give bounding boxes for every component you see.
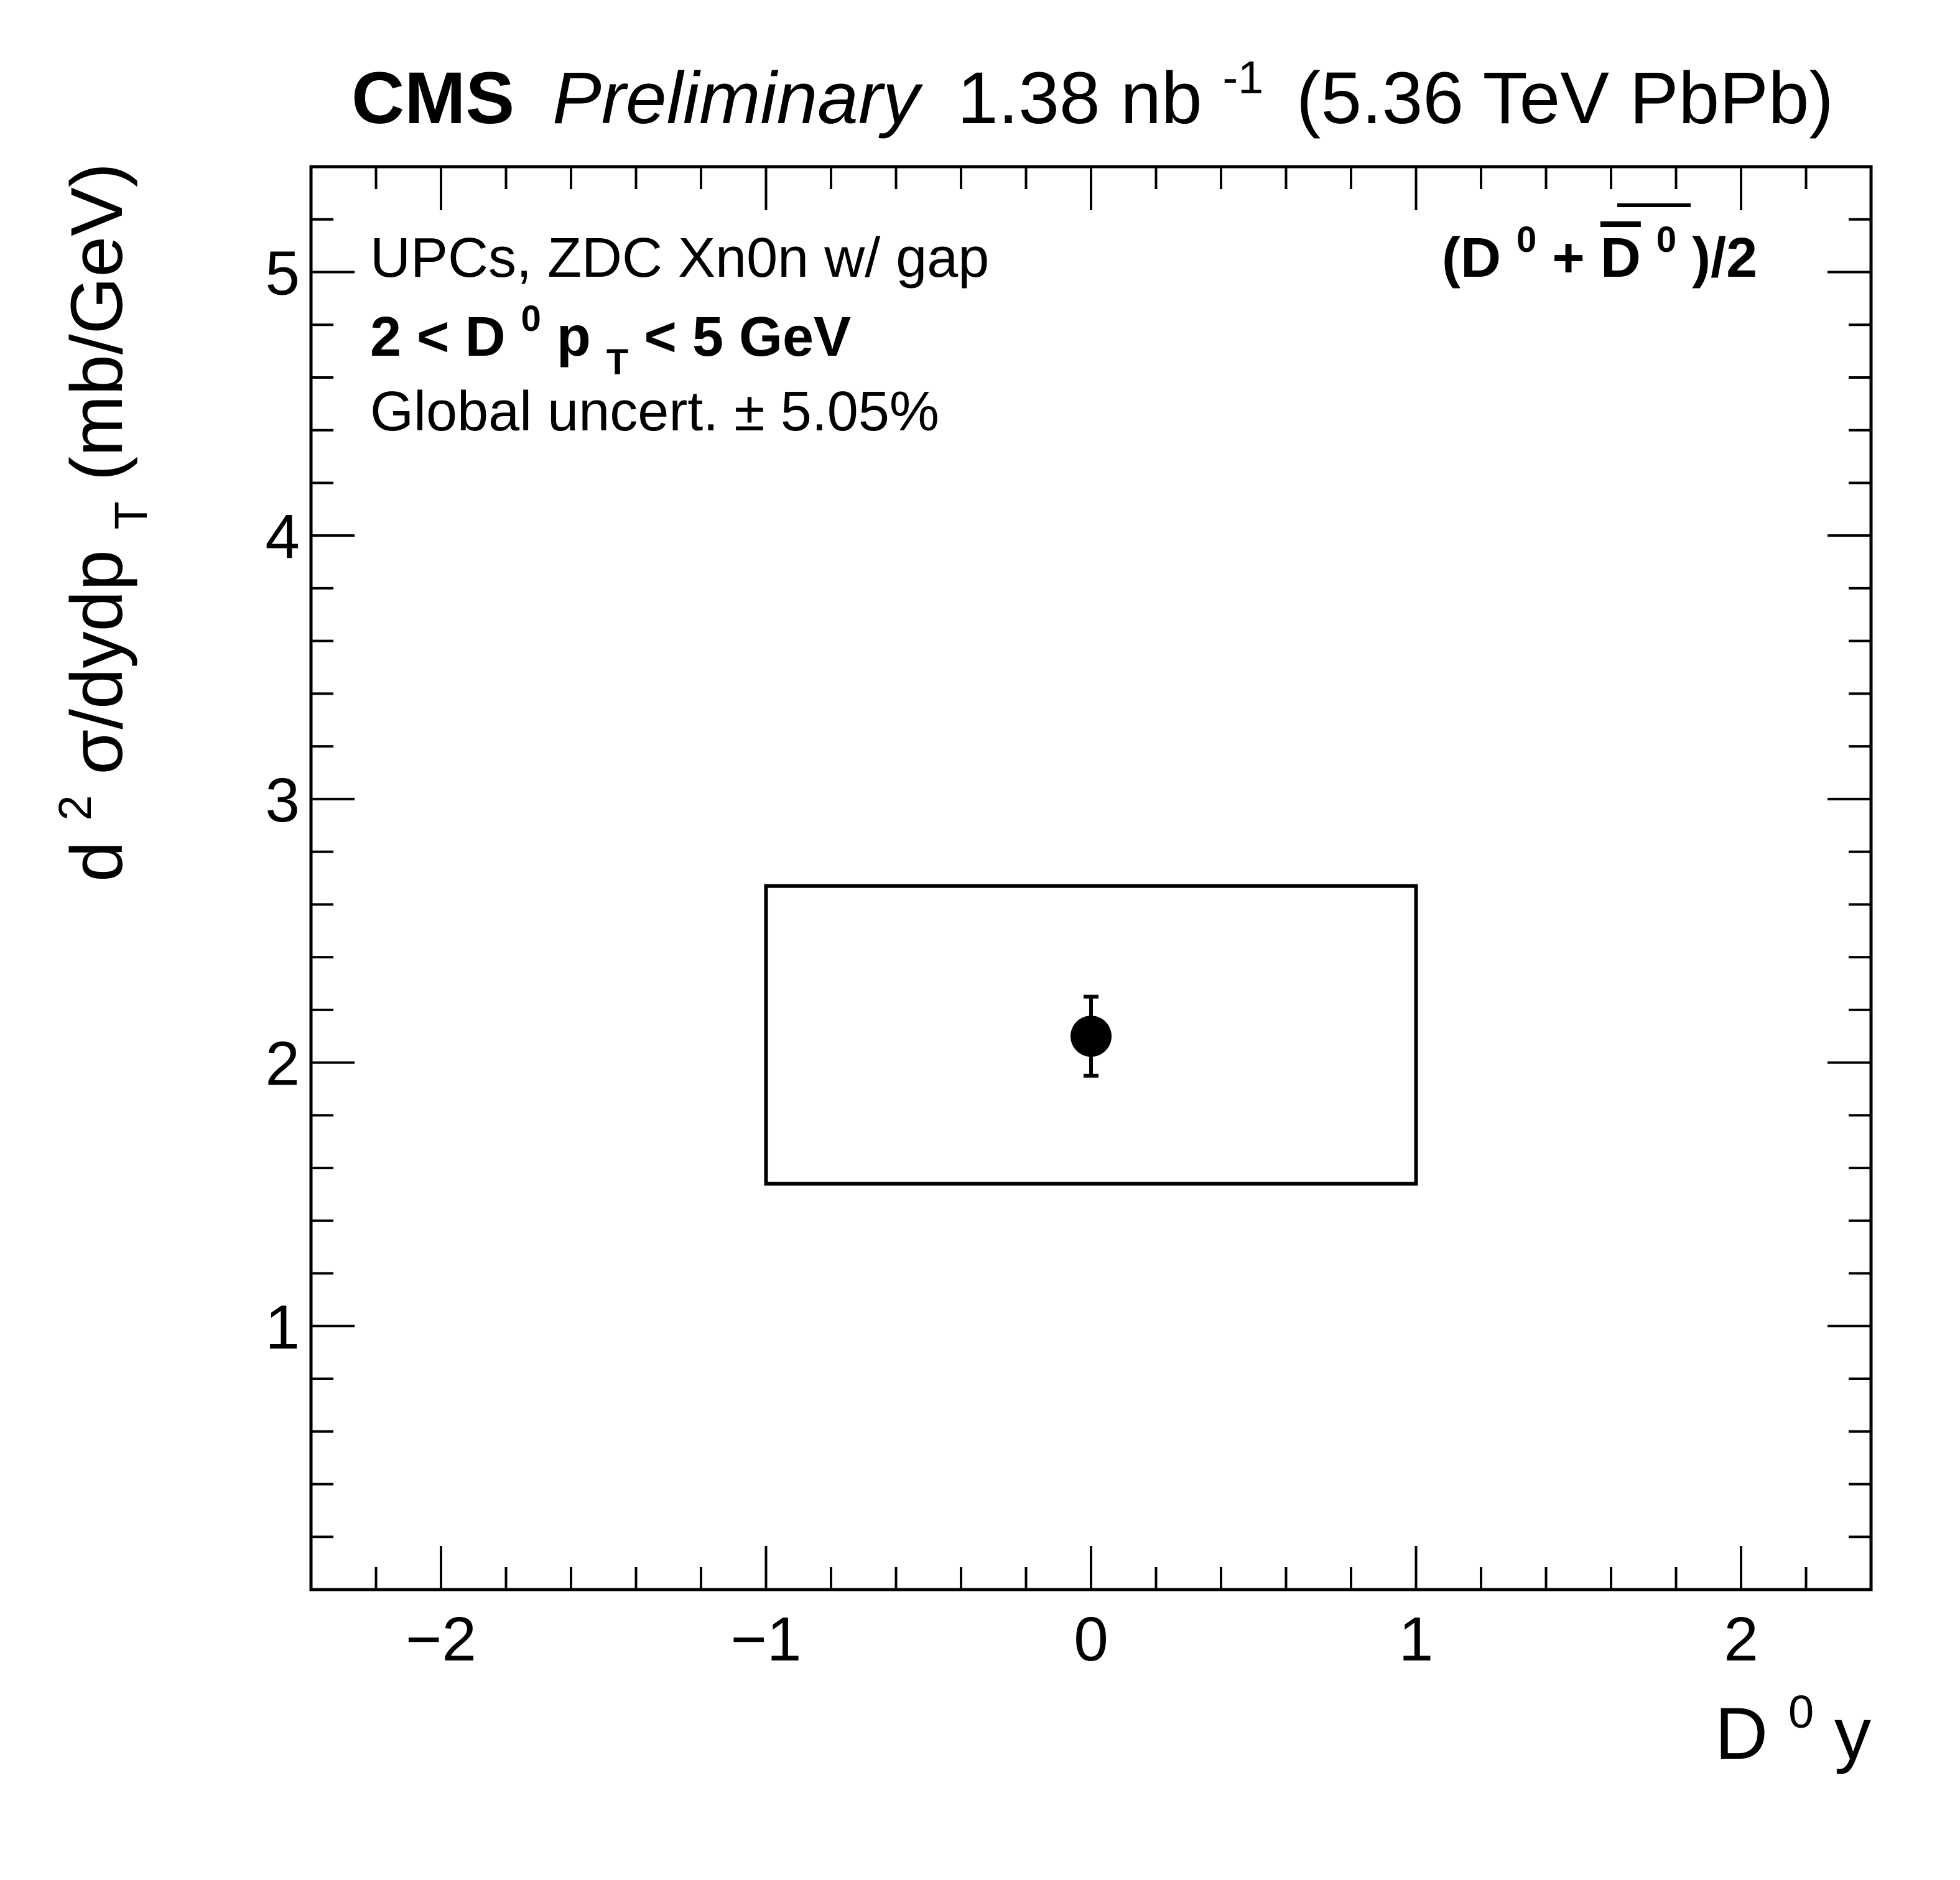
y-tick-label: 1 [265, 1292, 300, 1362]
axis-ticks [311, 165, 1871, 1590]
x-tick-label: −1 [730, 1604, 801, 1674]
y-axis-title: d 2 σ/dydp T (mb/GeV) [25, 163, 163, 882]
experiment-label: CMS [351, 57, 514, 139]
y-tick-labels: 1 2 3 4 5 [265, 238, 300, 1362]
species-label: (D 0 + D 0 )/2 [1442, 202, 1757, 289]
x-axis-title: D 0 y [1715, 1662, 1871, 1775]
systematic-uncertainty-box [764, 884, 1418, 1186]
lumi-exponent: -1 [1222, 52, 1263, 103]
x-tick-label: 1 [1399, 1604, 1434, 1674]
x-tick-label: −2 [406, 1604, 476, 1674]
energy-label: (5.36 TeV PbPb) [1296, 57, 1834, 139]
selection-line-2: 2 < D 0 p T < 5 GeV [370, 281, 851, 387]
y-tick-label: 5 [265, 238, 300, 308]
data-marks [764, 884, 1418, 1186]
y-tick-label: 2 [265, 1029, 300, 1099]
x-tick-label: 0 [1074, 1604, 1108, 1674]
global-uncertainty-label: Global uncert. ± 5.05% [370, 381, 939, 443]
x-tick-label: 2 [1724, 1604, 1758, 1674]
species-antiparticle: D [1600, 227, 1641, 289]
y-tick-label: 3 [265, 766, 300, 835]
chart-header: CMS Preliminary 1.38 nb -1 (5.36 TeV PbP… [351, 27, 1834, 139]
x-tick-labels: −2 −1 0 1 2 [406, 1604, 1758, 1674]
lumi-value: 1.38 nb [957, 57, 1202, 139]
data-point [1071, 1016, 1112, 1057]
status-label: Preliminary [552, 57, 923, 139]
selection-line-1: UPCs, ZDC Xn0n w/ gap [370, 227, 989, 289]
y-tick-label: 4 [265, 502, 300, 572]
